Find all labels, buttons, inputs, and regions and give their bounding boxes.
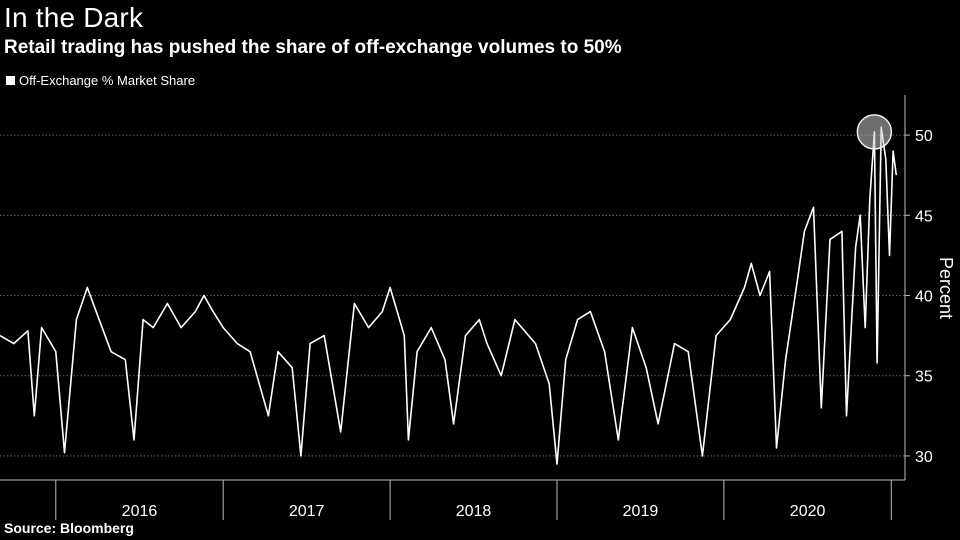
x-tick-label: 2020 xyxy=(790,503,826,520)
legend: Off-Exchange % Market Share xyxy=(6,73,195,88)
y-tick-label: 50 xyxy=(915,128,933,145)
x-tick-label: 2018 xyxy=(456,503,492,520)
x-tick-label: 2019 xyxy=(623,503,659,520)
y-axis-label: Percent xyxy=(936,257,956,319)
y-tick-label: 35 xyxy=(915,369,933,386)
chart-title: In the Dark xyxy=(4,2,144,33)
legend-label: Off-Exchange % Market Share xyxy=(19,73,196,88)
x-tick-label: 2017 xyxy=(289,503,325,520)
highlight-circle xyxy=(856,114,893,150)
series-line xyxy=(0,126,898,465)
legend-swatch xyxy=(6,76,15,85)
y-tick-label: 45 xyxy=(915,208,933,225)
x-tick-label: 2016 xyxy=(122,503,158,520)
y-tick-label: 30 xyxy=(915,449,933,466)
y-tick-label: 40 xyxy=(915,289,933,306)
chart-subtitle: Retail trading has pushed the share of o… xyxy=(4,37,622,58)
source-note: Source: Bloomberg xyxy=(4,520,134,536)
